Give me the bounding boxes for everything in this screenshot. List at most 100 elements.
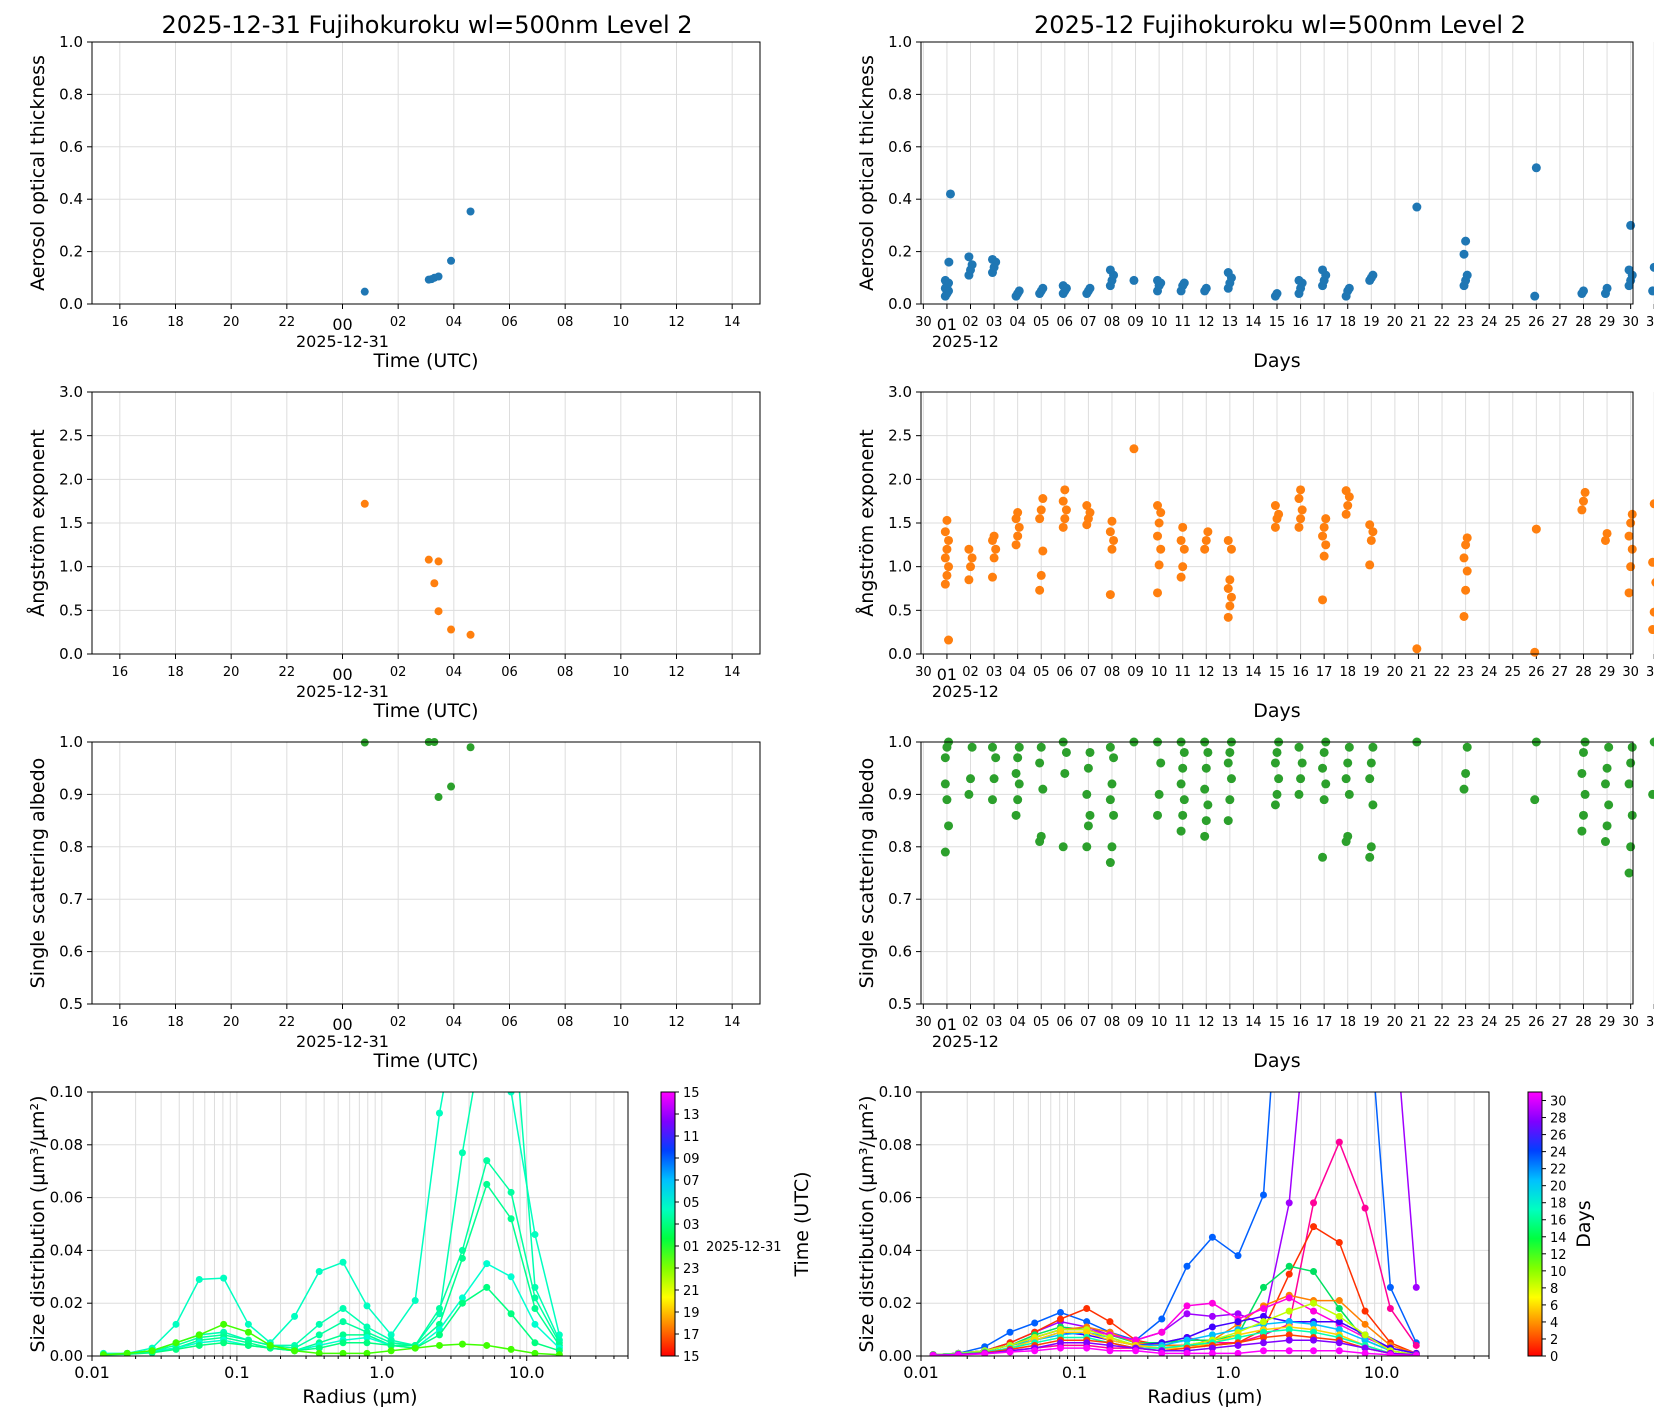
data-point [1344, 789, 1354, 799]
data-point [1038, 283, 1048, 293]
data-point [447, 782, 456, 791]
data-point [1627, 810, 1637, 820]
data-point [1013, 508, 1023, 518]
series-point [1183, 1302, 1191, 1310]
data-point [1344, 283, 1354, 293]
series-point [1361, 1307, 1369, 1315]
data-point [1624, 265, 1634, 275]
series-point [148, 1347, 156, 1355]
series-point [1234, 1341, 1242, 1349]
data-point [991, 753, 1001, 763]
y-tick-label: 3.0 [59, 383, 83, 401]
data-point [424, 555, 433, 564]
data-point [1626, 220, 1636, 230]
series-point [1361, 1320, 1369, 1328]
data-point [1058, 522, 1068, 532]
data-point [1294, 522, 1304, 532]
x-tick-label: 15 [1269, 1015, 1286, 1030]
series-point [315, 1331, 323, 1339]
x-tick-label: 20 [223, 665, 240, 680]
series-point [315, 1320, 323, 1328]
x-tick-label: 21 [1410, 1015, 1427, 1030]
y-tick-label: 0.5 [888, 601, 912, 619]
x-tick-label: 26 [1528, 315, 1545, 330]
data-point [1035, 514, 1045, 524]
colorbar-tick-label: 21 [683, 1284, 700, 1299]
data-point [942, 515, 952, 525]
x-tick-label: 06 [501, 665, 518, 680]
series-point [458, 1299, 466, 1307]
series-point [1310, 1328, 1318, 1336]
x-tick-label: 12 [668, 665, 685, 680]
x-axis-label: Time (UTC) [372, 350, 478, 372]
series-point [435, 1341, 443, 1349]
series-point [1031, 1319, 1039, 1327]
x-tick-label: 31 [1646, 1015, 1654, 1030]
y-tick-label: 0.6 [59, 138, 83, 156]
series-point [1006, 1328, 1014, 1336]
series-point [315, 1344, 323, 1352]
data-point [1462, 566, 1472, 576]
x-tick-label: 09 [1127, 1015, 1144, 1030]
data-point [1626, 842, 1636, 852]
series-point [387, 1331, 395, 1339]
x-tick-label: 14 [724, 315, 741, 330]
data-point [1649, 607, 1654, 617]
data-point [1459, 553, 1469, 563]
data-point [944, 635, 954, 645]
series-point [1310, 1268, 1318, 1276]
data-point [1319, 795, 1329, 805]
data-point [1178, 763, 1188, 773]
series-point [1361, 1204, 1369, 1212]
data-point [1274, 774, 1284, 784]
data-point [1226, 544, 1236, 554]
series-point [1057, 1344, 1065, 1352]
x-tick-label: 00 [332, 315, 352, 334]
y-tick-label: 0.04 [879, 1241, 912, 1259]
data-point [1600, 837, 1610, 847]
data-point [1365, 560, 1375, 570]
y-tick-label: 2.5 [888, 427, 912, 445]
series-point [459, 983, 466, 990]
series-point [1208, 1331, 1216, 1339]
data-point [989, 774, 999, 784]
data-point [1274, 509, 1284, 519]
data-point [1203, 800, 1213, 810]
series-point [1310, 930, 1317, 937]
series-point [1335, 1326, 1343, 1334]
data-point [1223, 758, 1233, 768]
y-tick-label: 0.9 [59, 785, 83, 803]
series-point [1132, 1336, 1140, 1344]
x-axis-label: Days [1253, 350, 1300, 372]
series-line [933, 1092, 1417, 1356]
data-point [1201, 283, 1211, 293]
x-tick-label: 07 [1080, 1015, 1097, 1030]
x-axis-label: Time (UTC) [372, 700, 478, 722]
data-point [1462, 742, 1472, 752]
colorbar: 15 13 11 09 07 05 03 01 23 21 19 17 15 2025-12-31 [660, 1086, 782, 1365]
series-point [1335, 1318, 1343, 1326]
data-point [1226, 592, 1236, 602]
series-point [1158, 1315, 1166, 1323]
y-tick-label: 0.4 [888, 190, 912, 208]
series-point [1310, 1336, 1318, 1344]
data-point [1156, 508, 1166, 518]
x-tick-label: 17 [1316, 315, 1333, 330]
data-point [940, 753, 950, 763]
x-date-label: 2025-12-31 [296, 332, 389, 351]
data-point [1530, 291, 1540, 301]
data-point [1014, 522, 1024, 532]
data-point [1318, 763, 1328, 773]
series-point [291, 1347, 299, 1355]
data-point [1085, 810, 1095, 820]
x-tick-label: 04 [1009, 1015, 1026, 1030]
axes-frame [91, 1091, 629, 1357]
x-tick-label: 18 [167, 315, 184, 330]
x-tick-label: 25 [1504, 1015, 1521, 1030]
x-tick-label: 19 [1363, 315, 1380, 330]
data-point [1153, 810, 1163, 820]
colorbar-tick-label: 17 [683, 1328, 700, 1343]
x-tick-label: 13 [1222, 315, 1239, 330]
data-point [1178, 522, 1188, 532]
